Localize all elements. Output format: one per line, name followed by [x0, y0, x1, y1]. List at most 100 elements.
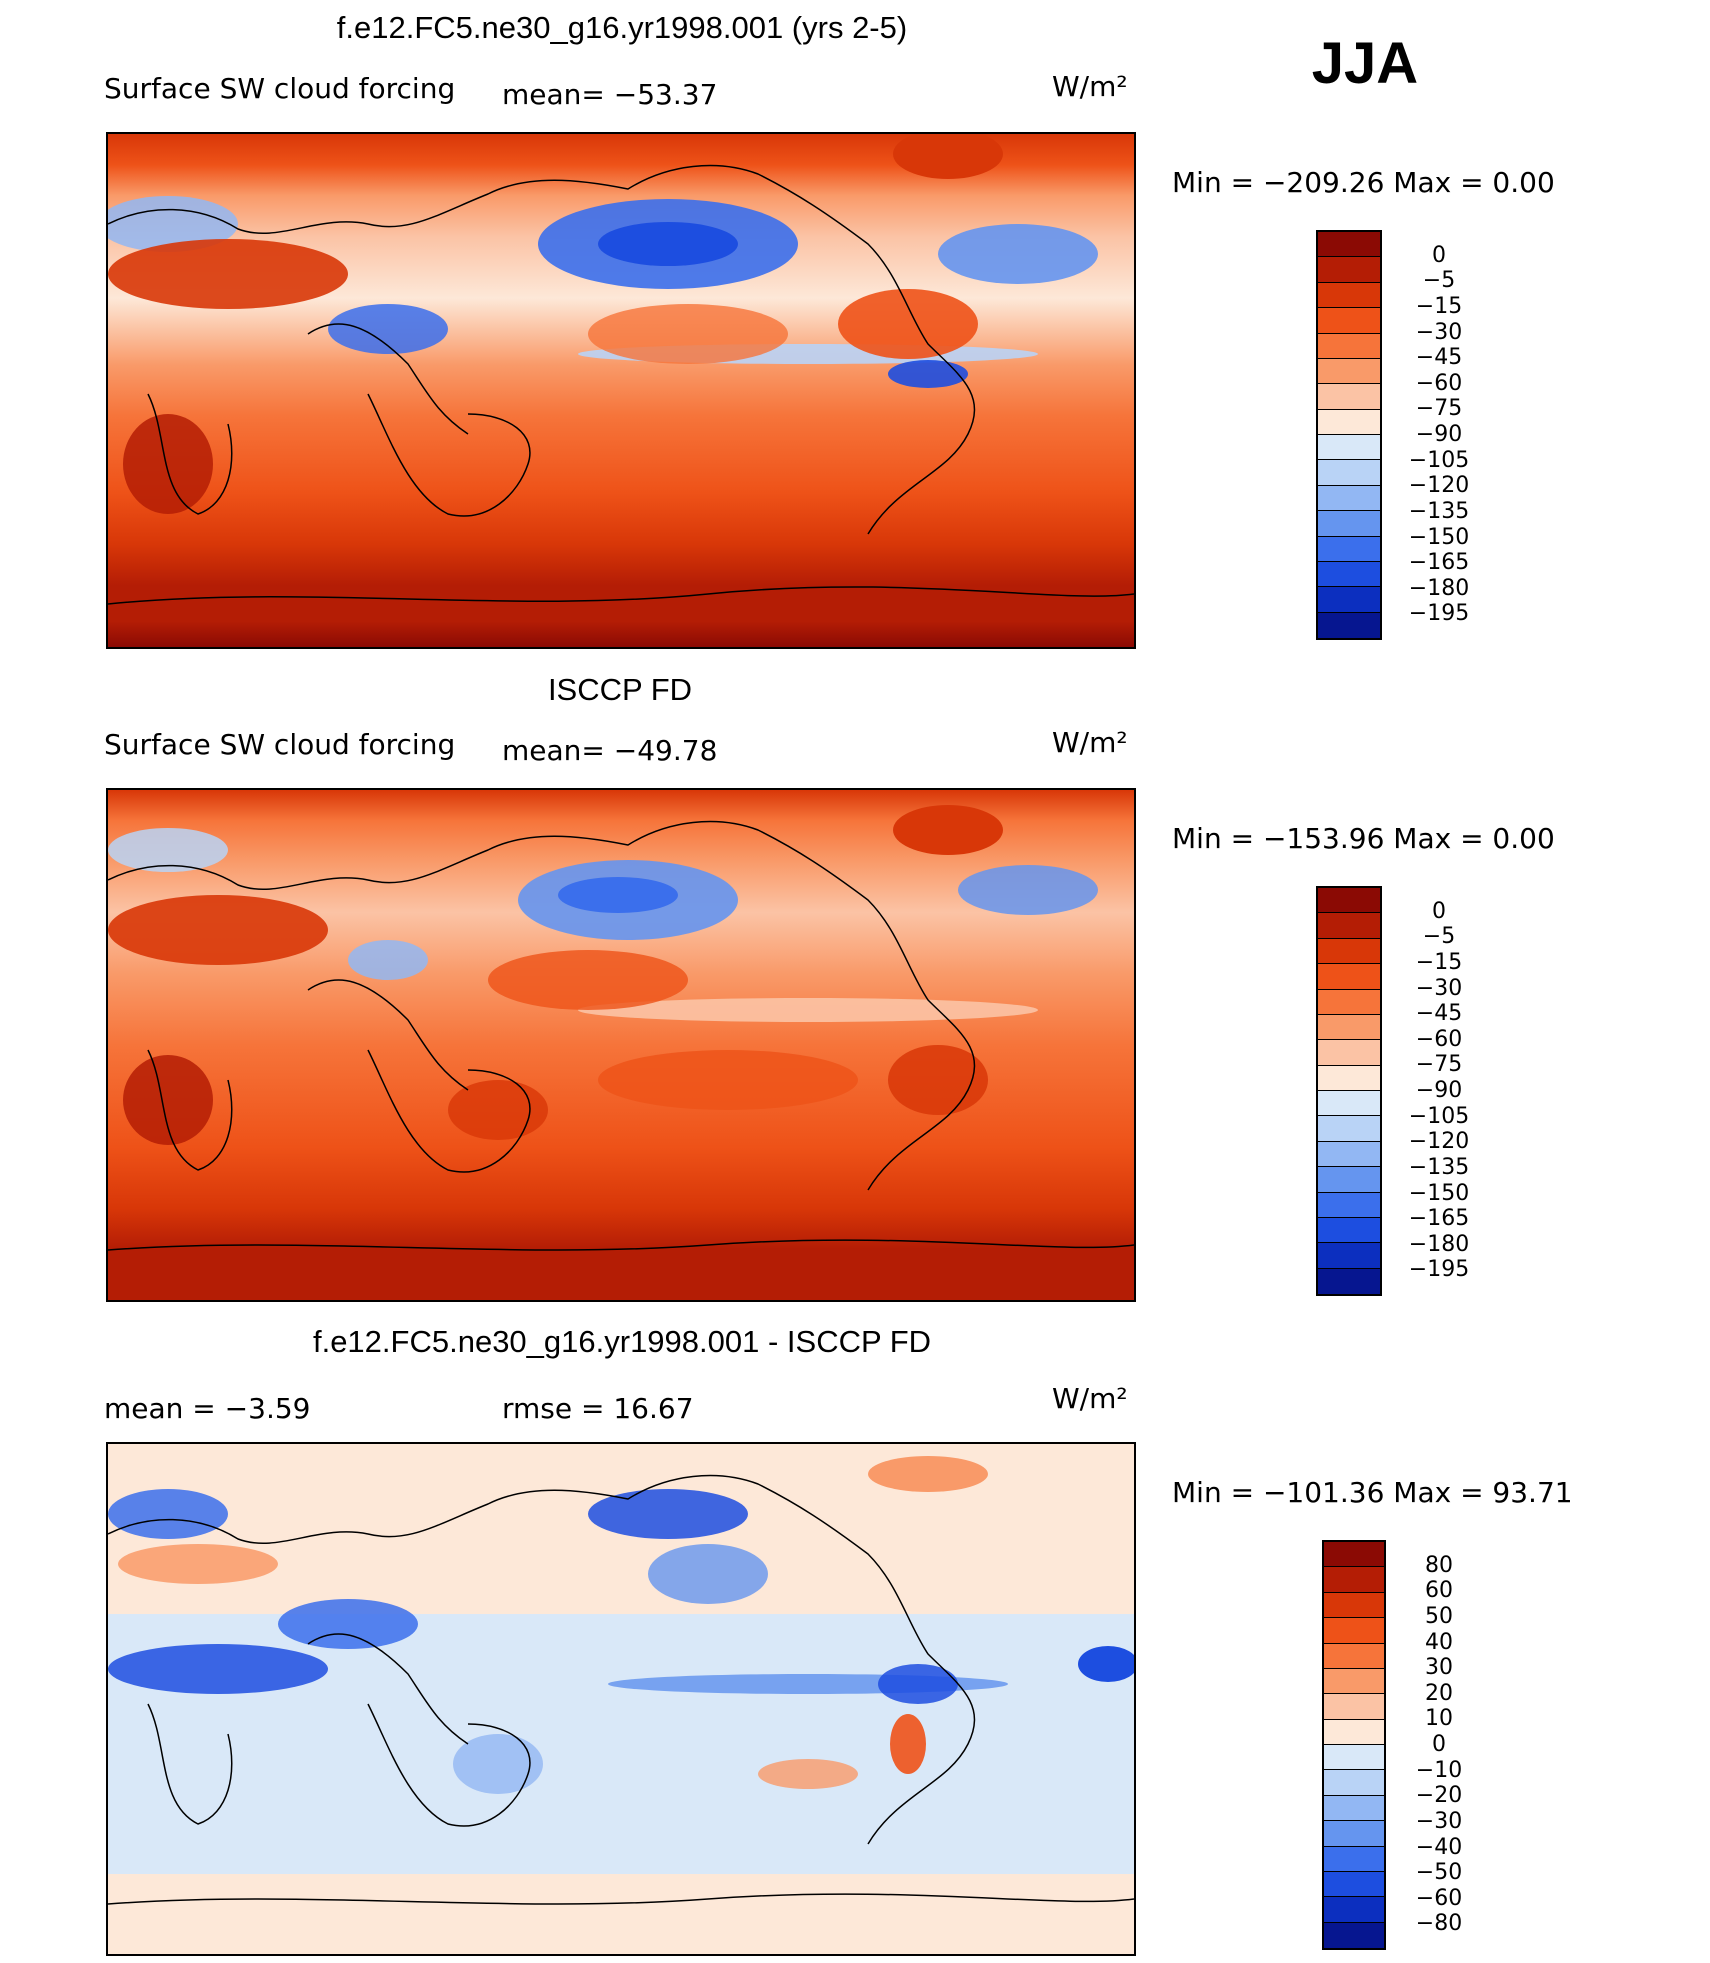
panel-3-sahara-red: [118, 1544, 278, 1584]
panel-2-title: ISCCP FD: [547, 672, 693, 707]
p3-swatch-11: [1324, 1821, 1384, 1847]
colorbar-tick-label: −195: [1408, 1257, 1470, 1283]
panel-1-npac-sub: [588, 304, 788, 364]
colorbar-tick-label: −165: [1408, 550, 1470, 576]
panel-2-min-max: Min = −153.96 Max = 0.00: [1172, 822, 1555, 855]
panel-3-greenland-red: [868, 1456, 988, 1492]
p2-swatch-1: [1318, 913, 1380, 939]
p2-swatch-7: [1318, 1065, 1380, 1091]
panel-2-spac-sub: [598, 1050, 858, 1110]
colorbar-tick-label: −10: [1415, 1757, 1463, 1783]
panel-3-southern-band: [108, 1814, 1134, 1874]
p1-swatch-11: [1318, 511, 1380, 537]
p1-swatch-1: [1318, 257, 1380, 283]
p1-swatch-0: [1318, 232, 1380, 258]
p2-swatch-6: [1318, 1040, 1380, 1066]
colorbar-tick-label: −120: [1408, 1129, 1470, 1155]
panel-2-map: [106, 788, 1136, 1302]
p3-swatch-7: [1324, 1719, 1384, 1745]
p1-swatch-9: [1318, 460, 1380, 486]
p3-swatch-14: [1324, 1897, 1384, 1923]
colorbar-tick-label: −15: [1415, 293, 1463, 319]
panel-2-mean-label: mean= −49.78: [502, 734, 718, 767]
panel-1-africa-red: [123, 414, 213, 514]
panel-1-colorbar: [1316, 230, 1382, 640]
p3-swatch-5: [1324, 1668, 1384, 1695]
panel-2-natlantic-low: [958, 865, 1098, 915]
colorbar-tick-label: 40: [1425, 1629, 1453, 1655]
panel-2-europe-blue: [108, 828, 228, 872]
colorbar-tick-label: −45: [1415, 345, 1463, 371]
panel-3-coastlines: [108, 1474, 1134, 1905]
colorbar-tick-label: −40: [1415, 1834, 1463, 1860]
panel-1-mean-label: mean= −53.37: [502, 78, 718, 111]
p3-swatch-10: [1324, 1795, 1384, 1822]
colorbar-tick-label: 10: [1425, 1706, 1453, 1732]
p1-swatch-12: [1318, 536, 1380, 562]
p3-swatch-8: [1324, 1745, 1384, 1771]
panel-1-panama-blue: [888, 360, 968, 388]
colorbar-tick-label: 50: [1425, 1603, 1453, 1629]
colorbar-tick-label: −20: [1415, 1783, 1463, 1809]
panel-3-units: W/m²: [1052, 1382, 1128, 1415]
colorbar-tick-label: 80: [1425, 1552, 1453, 1578]
panel-3-europe-blue: [108, 1489, 228, 1539]
colorbar-tick-label: −150: [1408, 1180, 1470, 1206]
p2-swatch-8: [1318, 1091, 1380, 1117]
season-label: JJA: [1311, 31, 1419, 96]
p1-swatch-5: [1318, 358, 1380, 385]
panel-1-natl-red: [838, 289, 978, 359]
p2-swatch-3: [1318, 964, 1380, 990]
p1-swatch-15: [1318, 612, 1380, 638]
p1-swatch-3: [1318, 308, 1380, 334]
p2-swatch-12: [1318, 1192, 1380, 1218]
p2-swatch-13: [1318, 1217, 1380, 1244]
panel-1-coastlines: [108, 164, 1134, 605]
panel-1-map: [106, 132, 1136, 649]
colorbar-tick-label: −5: [1422, 924, 1456, 950]
p2-swatch-15: [1318, 1268, 1380, 1294]
panel-3-npacific-blue: [588, 1489, 748, 1539]
panel-1-variable-label: Surface SW cloud forcing: [104, 72, 456, 105]
colorbar-tick-label: 0: [1432, 242, 1446, 268]
panel-1-sahara-red: [108, 239, 348, 309]
panel-2-greenland-red: [893, 805, 1003, 855]
p3-swatch-13: [1324, 1871, 1384, 1898]
colorbar-tick-label: −75: [1415, 396, 1463, 422]
panel-3-map: [106, 1442, 1136, 1956]
p2-swatch-10: [1318, 1141, 1380, 1168]
panel-3-panama-blue: [878, 1664, 958, 1704]
colorbar-tick-label: −105: [1408, 1103, 1470, 1129]
panel-3-natl-blue: [1078, 1646, 1134, 1682]
panel-1-greenland-red: [893, 134, 1003, 179]
colorbar-tick-label: 0: [1432, 1732, 1446, 1757]
panel-3-map-svg: [108, 1444, 1134, 1954]
panel-3-mean-label: mean = −3.59: [104, 1392, 311, 1425]
colorbar-tick-label: −105: [1408, 447, 1470, 473]
panel-1-title: f.e12.FC5.ne30_g16.yr1998.001 (yrs 2-5): [336, 10, 908, 45]
colorbar-tick-label: −30: [1415, 319, 1463, 345]
colorbar-tick-label: −30: [1415, 975, 1463, 1001]
p3-swatch-3: [1324, 1618, 1384, 1644]
p1-swatch-8: [1318, 435, 1380, 461]
colorbar-tick-label: −75: [1415, 1052, 1463, 1078]
panel-3-npac-mid: [648, 1544, 768, 1604]
panel-3-africa-blue: [108, 1644, 328, 1694]
panel-3-india-blue: [278, 1599, 418, 1649]
p3-swatch-12: [1324, 1846, 1384, 1872]
colorbar-tick-label: −60: [1415, 1026, 1463, 1052]
panel-3-min-max: Min = −101.36 Max = 93.71: [1172, 1476, 1573, 1509]
p1-swatch-14: [1318, 587, 1380, 613]
colorbar-tick-label: −30: [1415, 1808, 1463, 1834]
colorbar-tick-label: 0: [1432, 898, 1446, 924]
p2-swatch-11: [1318, 1167, 1380, 1193]
p3-swatch-2: [1324, 1592, 1384, 1619]
p2-swatch-0: [1318, 888, 1380, 914]
p2-swatch-4: [1318, 989, 1380, 1015]
p3-swatch-9: [1324, 1770, 1384, 1796]
colorbar-tick-label: 60: [1425, 1578, 1453, 1604]
colorbar-tick-label: 20: [1425, 1680, 1453, 1706]
panel-2-seasia-blue: [348, 940, 428, 980]
colorbar-tick-label: −150: [1408, 524, 1470, 550]
p3-swatch-6: [1324, 1694, 1384, 1720]
